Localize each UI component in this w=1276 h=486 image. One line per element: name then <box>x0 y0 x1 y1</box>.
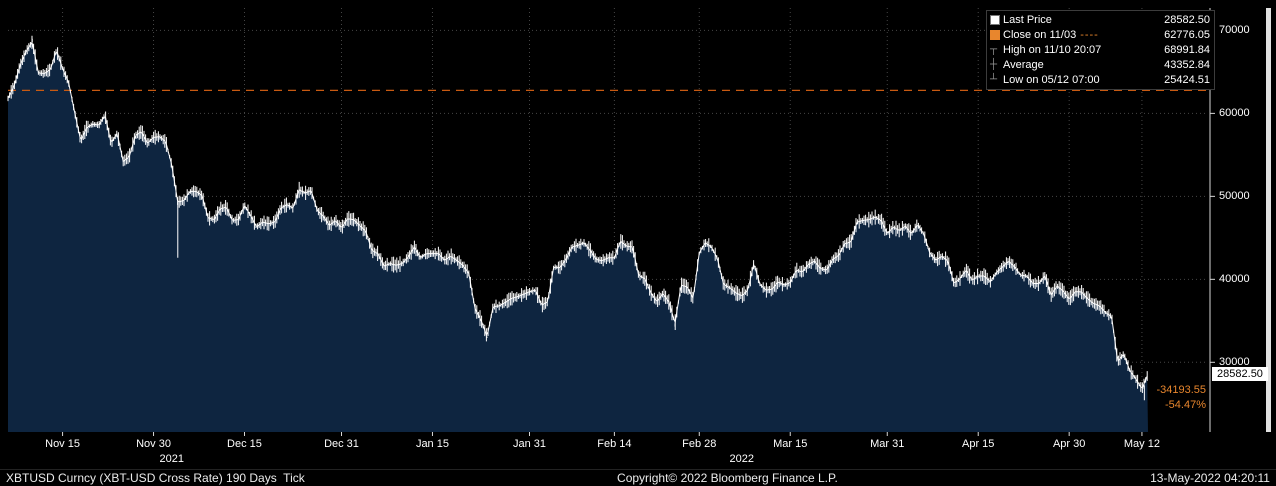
legend-label: High on 11/10 20:07 <box>1003 43 1102 56</box>
legend-row-high[interactable]: ┬ High on 11/10 20:07 68991.84 <box>990 42 1210 57</box>
legend-panel[interactable]: Last Price 28582.50 Close on 11/03 ---- … <box>986 10 1215 90</box>
legend-label: Average <box>1003 58 1044 71</box>
pct-change-label: -54.47% <box>1165 399 1206 412</box>
security-description: XBTUSD Curncy (XBT-USD Cross Rate) 190 D… <box>6 471 305 485</box>
chart-scrollbar[interactable] <box>1266 8 1271 432</box>
legend-row-last-price[interactable]: Last Price 28582.50 <box>990 12 1210 27</box>
legend-row-low[interactable]: ┴ Low on 05/12 07:00 25424.51 <box>990 72 1210 87</box>
timestamp: 13-May-2022 04:20:11 <box>1150 471 1270 485</box>
copyright-text: Copyright© 2022 Bloomberg Finance L.P. <box>617 471 838 485</box>
legend-value: 28582.50 <box>1164 13 1210 26</box>
price-area-fill <box>8 42 1148 433</box>
legend-value: 25424.51 <box>1164 73 1210 86</box>
legend-label: Low on 05/12 07:00 <box>1003 73 1100 86</box>
close-swatch-icon <box>990 29 1000 40</box>
legend-label: Last Price <box>1003 13 1052 26</box>
low-marker-icon: ┴ <box>990 73 998 85</box>
legend-row-close[interactable]: Close on 11/03 ---- 62776.05 <box>990 27 1210 42</box>
close-dash-style: ---- <box>1080 28 1099 41</box>
legend-value: 43352.84 <box>1164 58 1210 71</box>
legend-label: Close on 11/03 <box>1003 28 1077 41</box>
price-line <box>7 41 1148 389</box>
legend-value: 62776.05 <box>1164 28 1210 41</box>
last-price-axis-label: 28582.50 <box>1212 367 1268 382</box>
legend-row-average[interactable]: ┼ Average 43352.84 <box>990 57 1210 72</box>
change-labels: -34193.55 -54.47% <box>1156 383 1206 413</box>
net-change-label: -34193.55 <box>1156 384 1206 397</box>
high-marker-icon: ┬ <box>990 43 998 55</box>
average-marker-icon: ┼ <box>990 58 998 70</box>
status-bar: XBTUSD Curncy (XBT-USD Cross Rate) 190 D… <box>0 469 1276 486</box>
legend-value: 68991.84 <box>1164 43 1210 56</box>
last-price-swatch-icon <box>990 14 1000 25</box>
